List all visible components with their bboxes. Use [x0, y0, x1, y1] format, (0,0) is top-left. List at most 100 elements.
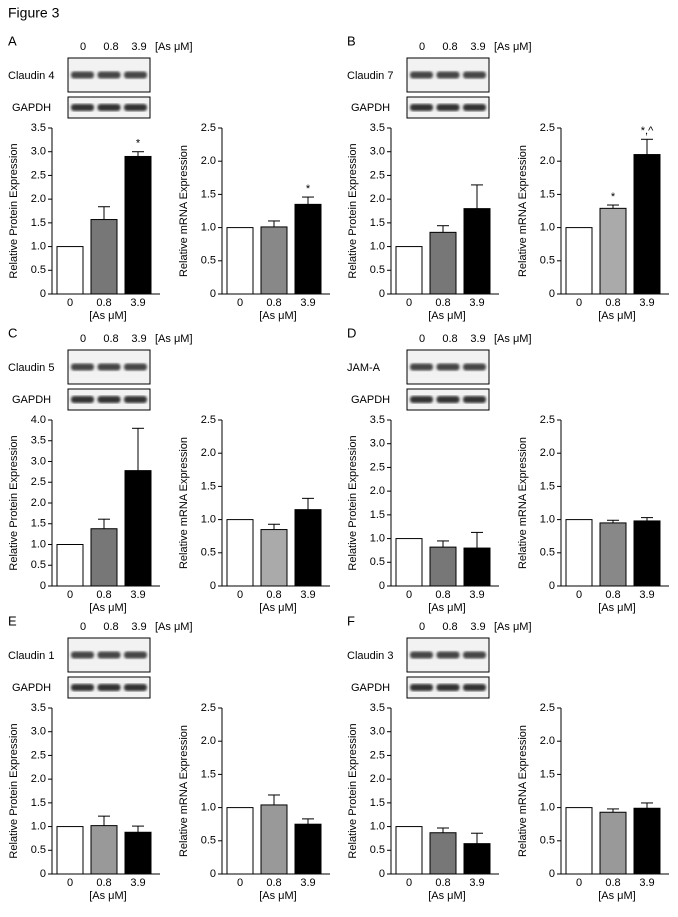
blot-control-label: GAPDH — [351, 394, 390, 406]
blot-band — [97, 104, 121, 111]
y-tick-label: 0.5 — [31, 559, 46, 571]
dose-label: 0.8 — [103, 621, 118, 633]
y-axis-label: Relative Protein Expression — [347, 723, 359, 858]
y-tick-label: 1.0 — [370, 240, 385, 252]
error-bar — [437, 540, 449, 548]
bar — [56, 246, 84, 295]
y-tick-label: 0 — [549, 580, 555, 592]
error-bar — [302, 497, 314, 510]
y-axis-label: Relative mRNA Expression — [178, 145, 190, 277]
y-tick-label: 4.0 — [31, 414, 46, 426]
dose-label: 3.9 — [470, 333, 485, 345]
x-tick-label: 0 — [576, 297, 582, 309]
blot-control-label: GAPDH — [12, 682, 51, 694]
y-tick-label: 2.5 — [540, 414, 555, 426]
y-tick-label: 0 — [40, 868, 46, 880]
bar — [226, 227, 254, 295]
blot-target-label: Claudin 3 — [347, 650, 393, 662]
blot-control-label: GAPDH — [12, 394, 51, 406]
y-tick-label: 0 — [40, 288, 46, 300]
y-axis-label: Relative mRNA Expression — [517, 437, 529, 569]
blot-control-label: GAPDH — [351, 682, 390, 694]
y-tick-label: 1.0 — [31, 820, 46, 832]
y-tick-label: 0 — [40, 580, 46, 592]
y-tick-label: 2.0 — [31, 497, 46, 509]
y-tick-label: 3.0 — [370, 726, 385, 738]
panel-label: B — [347, 33, 356, 48]
y-tick-label: 0.5 — [370, 844, 385, 856]
dose-label: 0.8 — [442, 333, 457, 345]
y-tick-label: 0.5 — [31, 844, 46, 856]
y-tick-label: 1.0 — [31, 538, 46, 550]
x-tick-label: 0.8 — [435, 877, 450, 889]
y-tick-label: 3.0 — [370, 438, 385, 450]
figure-title: Figure 3 — [8, 5, 60, 21]
x-tick-label: 3.9 — [300, 877, 315, 889]
x-axis-label: [As μM] — [428, 890, 466, 902]
bar — [294, 203, 322, 295]
y-tick-label: 1.0 — [31, 240, 46, 252]
x-tick-label: 0.8 — [266, 877, 281, 889]
x-tick-label: 0 — [576, 589, 582, 601]
y-tick-label: 1.5 — [540, 188, 555, 200]
blot-band — [71, 71, 94, 79]
blot-band — [410, 363, 433, 371]
blot-band — [97, 363, 121, 371]
panel-label: A — [8, 33, 17, 48]
y-tick-label: 0 — [549, 868, 555, 880]
x-axis-label: [As μM] — [428, 310, 466, 322]
error-bar — [641, 517, 653, 521]
dose-label: 3.9 — [131, 41, 146, 53]
blot-band — [463, 396, 486, 403]
panel-label: E — [8, 613, 17, 628]
blot-band — [410, 651, 433, 659]
blot-band — [463, 71, 486, 79]
y-axis-label: Relative mRNA Expression — [517, 145, 529, 277]
bar — [226, 519, 254, 587]
blot-band — [463, 684, 486, 691]
blot-band — [436, 363, 460, 371]
y-tick-label: 2.0 — [370, 485, 385, 497]
bar — [124, 470, 152, 587]
x-tick-label: 3.9 — [469, 297, 484, 309]
x-tick-label: 0.8 — [605, 589, 620, 601]
blot-band — [97, 651, 121, 659]
y-tick-label: 0.5 — [201, 835, 216, 847]
dose-label: 3.9 — [470, 41, 485, 53]
bar — [260, 804, 288, 875]
x-axis-label: [As μM] — [89, 602, 127, 614]
blot-target-label: Claudin 4 — [8, 70, 54, 82]
x-tick-label: 0.8 — [96, 297, 111, 309]
dose-label: 0 — [80, 333, 86, 345]
y-tick-label: 2.0 — [201, 735, 216, 747]
y-tick-label: 2.5 — [540, 122, 555, 134]
x-tick-label: 0 — [67, 589, 73, 601]
blot-band — [436, 104, 460, 111]
dose-label: 3.9 — [470, 621, 485, 633]
bar — [429, 832, 457, 875]
error-bar — [302, 196, 314, 205]
x-tick-label: 0.8 — [435, 589, 450, 601]
y-tick-label: 2.0 — [540, 735, 555, 747]
blot-band — [124, 104, 147, 111]
y-tick-label: 2.5 — [201, 122, 216, 134]
y-tick-label: 1.0 — [370, 532, 385, 544]
y-tick-label: 3.0 — [31, 146, 46, 158]
blot-target-label: Claudin 1 — [8, 650, 54, 662]
y-tick-label: 1.5 — [540, 480, 555, 492]
x-tick-label: 3.9 — [469, 877, 484, 889]
y-tick-label: 1.5 — [370, 797, 385, 809]
bar — [599, 522, 627, 587]
bar — [565, 519, 593, 587]
y-axis-label: Relative Protein Expression — [347, 435, 359, 570]
y-tick-label: 1.5 — [31, 518, 46, 530]
x-tick-label: 0 — [67, 297, 73, 309]
y-tick-label: 0 — [210, 868, 216, 880]
y-tick-label: 3.0 — [370, 146, 385, 158]
y-tick-label: 2.5 — [370, 461, 385, 473]
y-tick-label: 2.0 — [540, 447, 555, 459]
dose-label: 0.8 — [442, 41, 457, 53]
error-bar — [437, 225, 449, 233]
x-tick-label: 0 — [406, 297, 412, 309]
bar — [429, 546, 457, 587]
